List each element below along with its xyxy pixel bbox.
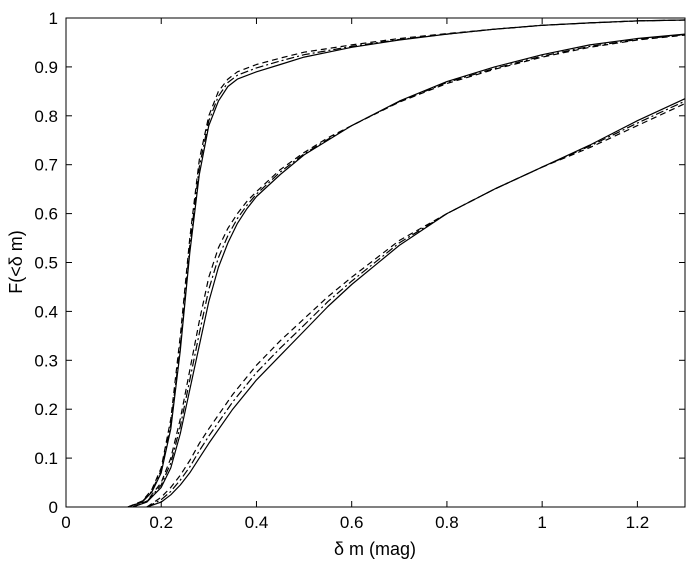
x-tick-label: 1 <box>537 513 546 532</box>
x-tick-label: 0.6 <box>340 513 364 532</box>
x-tick-label: 0.2 <box>149 513 173 532</box>
y-tick-label: 1 <box>49 9 58 28</box>
y-axis-label: F(<δ m) <box>6 230 26 294</box>
x-tick-label: 0 <box>61 513 70 532</box>
y-tick-label: 0.1 <box>34 449 58 468</box>
x-axis-ticks: 0 0.2 0.4 0.6 0.8 1 1.2 <box>61 18 649 532</box>
y-axis-ticks: 0 0.1 0.2 0.3 0.4 0.5 0.6 0.7 0.8 0.9 1 <box>34 9 685 517</box>
series-layer <box>127 19 686 508</box>
series-line-3-dashdot <box>146 100 686 508</box>
series-line-2-dashdot <box>132 34 686 508</box>
series-line-2-solid <box>132 33 686 508</box>
y-tick-label: 0.8 <box>34 107 58 126</box>
y-tick-label: 0.2 <box>34 400 58 419</box>
y-tick-label: 0.7 <box>34 156 58 175</box>
series-line-3-dashed <box>146 103 686 508</box>
y-tick-label: 0.9 <box>34 58 58 77</box>
x-axis-label: δ m (mag) <box>334 539 416 559</box>
series-line-1-dashdot <box>127 19 686 508</box>
series-line-2-dashed <box>132 34 686 508</box>
y-tick-label: 0.5 <box>34 254 58 273</box>
y-tick-label: 0.6 <box>34 205 58 224</box>
x-tick-label: 0.8 <box>435 513 459 532</box>
x-tick-label: 1.2 <box>626 513 650 532</box>
y-tick-label: 0.3 <box>34 351 58 370</box>
x-tick-label: 0.4 <box>245 513 269 532</box>
y-tick-label: 0.4 <box>34 302 58 321</box>
y-tick-label: 0 <box>49 498 58 517</box>
